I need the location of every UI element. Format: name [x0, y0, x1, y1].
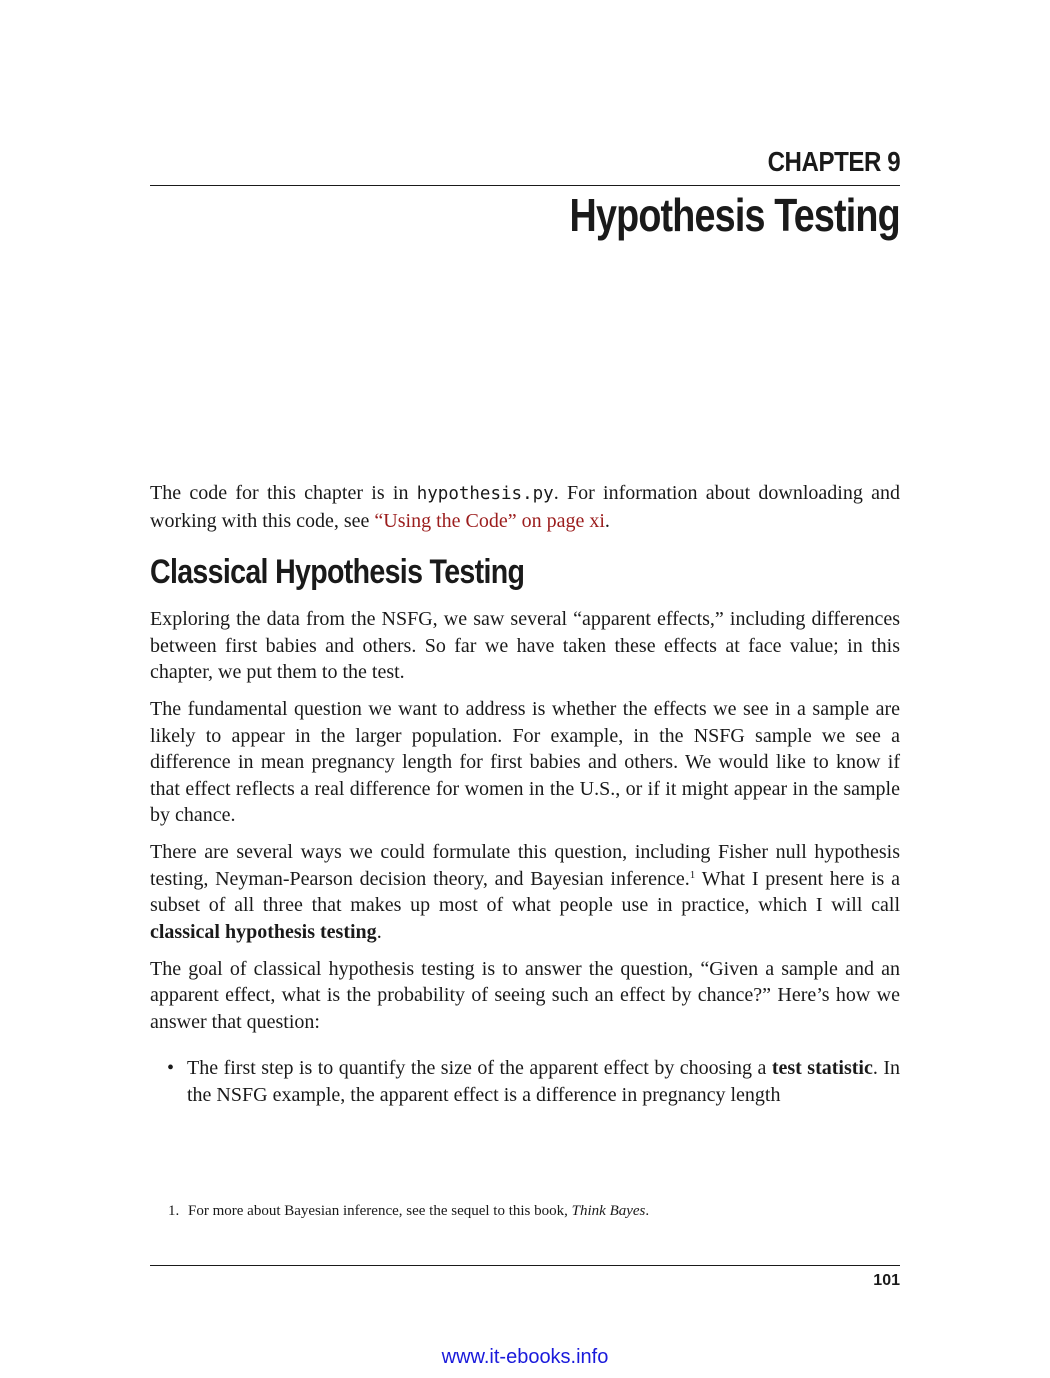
bullet-icon: • — [167, 1057, 175, 1079]
chapter-title: Hypothesis Testing — [569, 189, 901, 241]
paragraph-3-text: There are several ways we could formulat… — [150, 841, 900, 890]
steps-list: • The first step is to quantify the size … — [150, 1055, 900, 1108]
intro-end: . — [604, 509, 610, 532]
list-item: • The first step is to quantify the size … — [167, 1055, 900, 1108]
paragraph-1: Exploring the data from the NSFG, we saw… — [150, 608, 900, 683]
term-classical-hypothesis-testing: classical hypothesis testing — [150, 920, 377, 943]
watermark-link[interactable]: www.it-ebooks.info — [441, 1346, 609, 1368]
page-number: 101 — [873, 1272, 900, 1289]
paragraph-2: The fundamental question we want to addr… — [150, 698, 900, 826]
footnote-text: For more about Bayesian inference, see t… — [188, 1203, 572, 1219]
footnote-ref[interactable]: 1 — [689, 868, 696, 881]
code-filename: hypothesis.py — [416, 484, 554, 504]
paragraph-4: The goal of classical hypothesis testing… — [150, 957, 900, 1033]
footnote-number: 1. — [168, 1203, 180, 1219]
paragraph-3-text-2: What I present here is a subset of all t… — [150, 867, 900, 917]
body-text: The code for this chapter is in hypothes… — [150, 480, 900, 1108]
list-item-text: The first step is to quantify the size o… — [187, 1057, 772, 1079]
book-title-think-bayes: Think Bayes — [571, 1203, 646, 1219]
list-item-text-2: . In the NSFG example, the apparent effe… — [187, 1057, 900, 1106]
term-test-statistic: test statistic — [771, 1057, 873, 1079]
chapter-label: CHAPTER 9 — [767, 146, 900, 177]
paragraph-3: There are several ways we could formulat… — [150, 839, 900, 945]
intro-text-2: . For information about downloading and … — [150, 482, 900, 532]
footnote-end: . — [645, 1203, 650, 1219]
using-the-code-link[interactable]: “Using the Code” on page xi — [374, 509, 605, 532]
chapter-rule — [150, 185, 900, 186]
intro-paragraph: The code for this chapter is in hypothes… — [150, 480, 900, 534]
footer-rule — [150, 1265, 900, 1266]
paragraph-3-end: . — [376, 920, 382, 943]
footnote: 1. For more about Bayesian inference, see… — [150, 1201, 900, 1221]
section-heading: Classical Hypothesis Testing — [150, 553, 525, 591]
intro-text: The code for this chapter is in — [150, 482, 417, 504]
